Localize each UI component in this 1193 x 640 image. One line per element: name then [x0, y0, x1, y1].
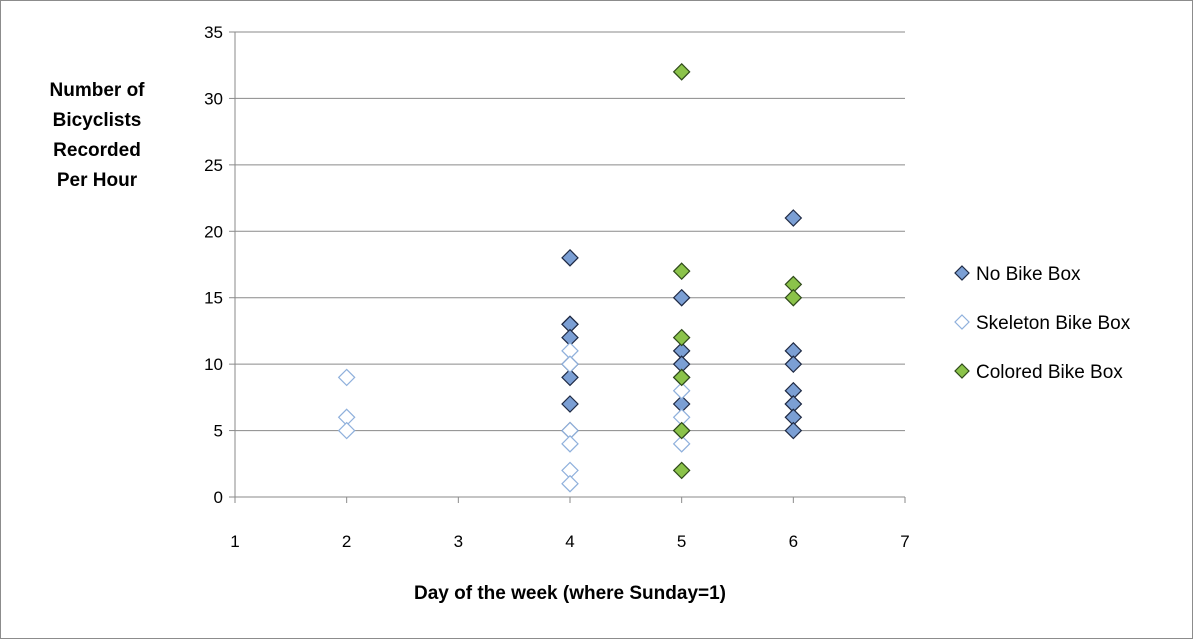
- data-point: [672, 328, 691, 347]
- y-axis-title-line: Bicyclists: [53, 110, 142, 131]
- x-tick-label: 1: [230, 532, 239, 551]
- data-point: [672, 461, 691, 480]
- data-points: [337, 63, 803, 493]
- data-point: [561, 395, 579, 413]
- y-tick-label: 20: [204, 222, 223, 241]
- data-point: [561, 355, 579, 373]
- data-point: [784, 288, 803, 307]
- legend-label: Skeleton Bike Box: [976, 313, 1131, 334]
- y-axis-title-line: Recorded: [53, 140, 141, 161]
- data-point: [784, 209, 803, 227]
- x-tick-labels: 1 2 3 4 5 6 7: [230, 532, 909, 551]
- x-tick-label: 6: [789, 532, 798, 551]
- y-axis-title: Number of Bicyclists Recorded Per Hour: [50, 80, 146, 191]
- x-tick-label: 2: [342, 532, 351, 551]
- y-tick-label: 0: [214, 488, 223, 507]
- data-point: [672, 368, 691, 387]
- y-tick-label: 10: [204, 355, 223, 374]
- y-tick-labels: 0 5 10 15 20 25 30 35: [204, 23, 223, 507]
- data-point: [672, 421, 691, 440]
- legend: No Bike Box Skeleton Bike Box Colored Bike…: [954, 264, 1131, 383]
- data-point: [672, 435, 691, 453]
- legend-marker: [954, 314, 970, 330]
- y-tick-label: 35: [204, 23, 223, 42]
- y-axis-title-line: Per Hour: [57, 170, 138, 191]
- data-point: [561, 368, 579, 387]
- y-tick-label: 30: [204, 89, 223, 108]
- x-tick-label: 7: [900, 532, 909, 551]
- data-point: [672, 63, 691, 81]
- data-point: [784, 355, 803, 373]
- data-point: [561, 474, 579, 493]
- gridlines: [235, 31, 905, 432]
- y-tick-label: 25: [204, 156, 223, 175]
- data-point: [784, 421, 803, 440]
- data-point: [672, 288, 691, 307]
- legend-label: Colored Bike Box: [976, 362, 1123, 383]
- data-point: [672, 381, 691, 400]
- y-tick-label: 5: [214, 422, 223, 441]
- data-point: [561, 249, 579, 267]
- legend-marker: [954, 265, 970, 281]
- data-point: [337, 368, 356, 387]
- x-axis-title: Day of the week (where Sunday=1): [414, 583, 726, 604]
- legend-marker: [954, 363, 970, 379]
- data-point: [337, 421, 356, 440]
- axes: [229, 31, 906, 503]
- data-point: [561, 435, 579, 453]
- y-tick-label: 15: [204, 289, 223, 308]
- y-axis-title-line: Number of: [50, 80, 146, 101]
- legend-label: No Bike Box: [976, 264, 1081, 285]
- x-tick-label: 5: [677, 532, 686, 551]
- x-tick-label: 3: [454, 532, 463, 551]
- x-tick-label: 4: [565, 532, 574, 551]
- data-point: [672, 262, 691, 280]
